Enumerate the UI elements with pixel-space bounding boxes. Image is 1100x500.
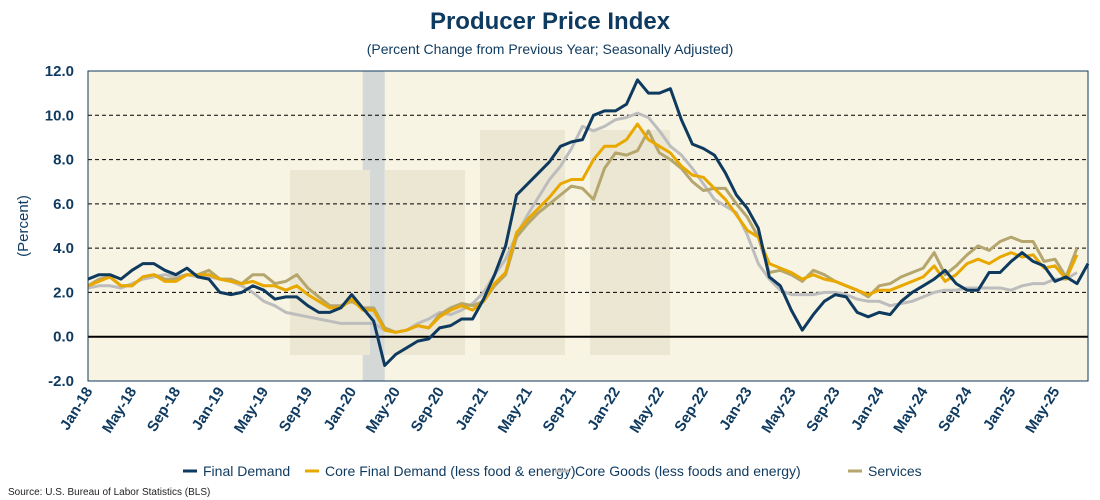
series-line-core-goods-less-foods-and-energy xyxy=(87,111,1078,334)
x-tick-label: Jan-18 xyxy=(57,384,97,433)
legend-label: Services xyxy=(868,463,922,479)
y-tick-label: 10.0 xyxy=(45,107,74,124)
y-tick-label: -2.0 xyxy=(48,373,74,390)
series-line-core-final-demand-less-food-energy xyxy=(87,122,1079,334)
x-tick-label: May-23 xyxy=(758,384,799,436)
legend-label: Core Goods (less foods and energy) xyxy=(575,463,801,479)
legend: Final Demand Core Final Demand (less food… xyxy=(183,463,922,479)
x-tick-label: Jan-19 xyxy=(189,384,229,433)
x-tick-label: Jan-23 xyxy=(716,384,756,433)
x-tick-label: Sep-20 xyxy=(408,384,448,435)
y-tick-label: 2.0 xyxy=(53,284,74,301)
x-tick-label: May-19 xyxy=(231,384,272,436)
x-axis-ticks: Jan-18 May-18 Sep-18 Jan-19 May-19 Sep-19 Jan-… xyxy=(57,384,1064,437)
x-tick-label: Jan-22 xyxy=(584,384,624,433)
x-tick-label: Jan-25 xyxy=(980,384,1020,433)
legend-label: Core Final Demand (less food & energy) xyxy=(325,463,576,479)
x-tick-label: Sep-22 xyxy=(671,384,711,435)
y-tick-label: 12.0 xyxy=(45,63,74,80)
x-tick-label: May-18 xyxy=(99,384,140,436)
x-tick-label: Jan-20 xyxy=(321,384,361,433)
y-tick-label: 0.0 xyxy=(53,329,74,346)
series-line-final-demand xyxy=(87,78,1090,367)
x-tick-label: May-21 xyxy=(495,384,536,436)
x-tick-label: Sep-24 xyxy=(935,384,976,435)
x-tick-label: Sep-18 xyxy=(144,384,184,435)
y-tick-label: 6.0 xyxy=(53,196,74,213)
series-line-services xyxy=(87,129,1079,334)
x-tick-label: Sep-23 xyxy=(803,384,843,435)
x-tick-label: Sep-21 xyxy=(539,384,579,435)
x-tick-label: Jan-24 xyxy=(848,384,888,434)
x-tick-label: May-22 xyxy=(626,384,667,436)
x-tick-label: May-25 xyxy=(1022,384,1063,436)
plot-area xyxy=(88,71,1088,381)
x-tick-label: Sep-19 xyxy=(276,384,316,435)
y-axis-ticks: -2.0 0.0 2.0 4.0 6.0 8.0 10.0 12.0 xyxy=(45,63,74,390)
x-tick-label: Jan-21 xyxy=(452,384,492,433)
y-tick-label: 4.0 xyxy=(53,240,74,257)
chart-title: Producer Price Index xyxy=(430,8,671,35)
plot-border xyxy=(87,70,1089,382)
series-lines xyxy=(87,78,1090,367)
y-axis-label: (Percent) xyxy=(15,195,32,257)
y-tick-label: 8.0 xyxy=(53,152,74,169)
source-note: Source: U.S. Bureau of Labor Statistics … xyxy=(8,487,210,498)
x-tick-label: May-20 xyxy=(363,384,404,436)
x-tick-label: May-24 xyxy=(890,384,932,437)
gridlines xyxy=(88,114,1088,338)
chart-subtitle: (Percent Change from Previous Year; Seas… xyxy=(367,41,734,57)
legend-label: Final Demand xyxy=(203,463,290,479)
